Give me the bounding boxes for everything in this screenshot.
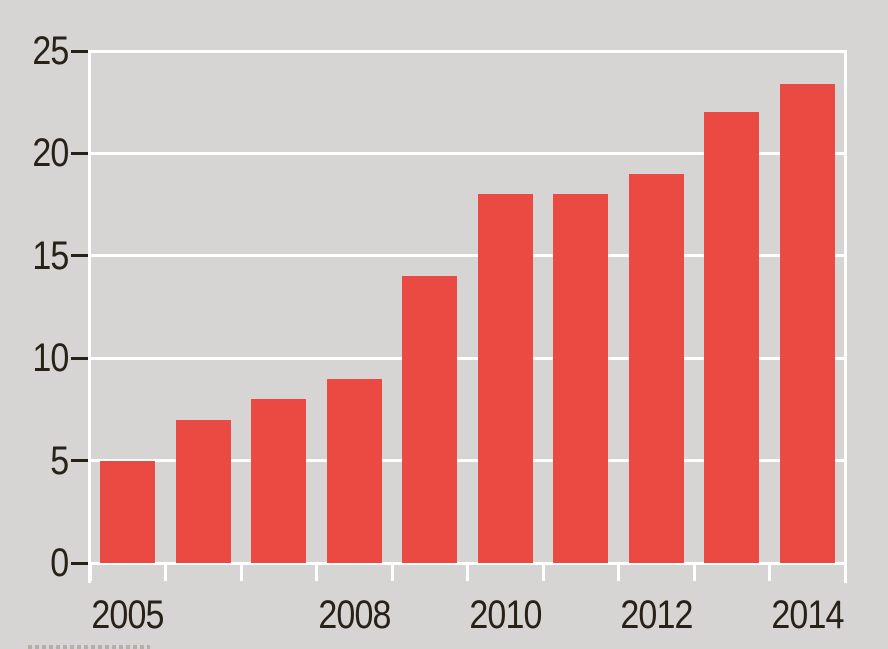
- gridline-y-20: [88, 151, 847, 155]
- x-axis-tick-10: [843, 564, 847, 581]
- y-axis-label-text: 10: [31, 336, 69, 381]
- x-axis-tick-2: [239, 564, 243, 581]
- bar-2007: [251, 399, 307, 563]
- y-axis-label-text: 20: [31, 131, 69, 176]
- bar-2006: [175, 419, 231, 563]
- y-axis-tick-20: [71, 151, 88, 155]
- bar-2008: [326, 378, 382, 563]
- y-axis-label-text: 15: [31, 233, 69, 278]
- bar-2011: [553, 194, 609, 563]
- y-axis-label-25: 25: [0, 29, 69, 73]
- y-axis-label-text: 5: [49, 438, 69, 483]
- x-axis-label-text: 2014: [771, 593, 844, 637]
- y-axis-label-15: 15: [0, 233, 69, 278]
- y-axis-tick-25: [71, 49, 88, 53]
- y-axis-label-5: 5: [0, 438, 69, 483]
- y-axis-label-text: 0: [49, 541, 69, 585]
- x-axis-tick-8: [692, 564, 696, 581]
- x-axis-label-text: 2005: [91, 593, 165, 637]
- x-axis-label-text: 2010: [469, 593, 542, 637]
- x-axis-label-2008: 2008: [284, 593, 424, 637]
- y-axis-label-10: 10: [0, 336, 69, 381]
- bar-2009: [402, 276, 458, 563]
- cropped-caption-artifact: [28, 645, 150, 649]
- plot-right-border: [843, 49, 847, 583]
- x-axis-label-text: 2012: [620, 593, 693, 637]
- x-axis-tick-6: [541, 564, 545, 581]
- x-axis-label-text: 2008: [318, 593, 391, 637]
- gridline-y-10: [88, 356, 847, 360]
- x-axis-tick-0: [88, 564, 92, 581]
- gridline-y-25: [88, 49, 847, 53]
- x-axis-tick-5: [466, 564, 469, 581]
- gridline-y-0: [88, 561, 847, 565]
- y-axis-label-0: 0: [0, 541, 69, 585]
- x-axis-tick-4: [390, 564, 394, 581]
- y-axis-label-text: 25: [31, 29, 69, 73]
- y-axis-line: [87, 49, 91, 583]
- y-axis-tick-10: [71, 356, 88, 360]
- gridline-y-5: [88, 459, 847, 463]
- y-axis-tick-15: [71, 254, 88, 258]
- x-axis-label-2012: 2012: [586, 593, 726, 637]
- x-axis-label-2005: 2005: [58, 593, 198, 637]
- bar-2014: [779, 83, 835, 563]
- y-axis-tick-0: [71, 561, 88, 565]
- bar-2010: [477, 194, 533, 563]
- x-axis-tick-3: [315, 564, 318, 581]
- y-axis-tick-5: [71, 459, 88, 463]
- bar-2005: [100, 460, 156, 563]
- x-axis-tick-9: [768, 564, 771, 581]
- x-axis-tick-7: [617, 564, 620, 581]
- bar-2012: [628, 173, 684, 563]
- x-axis-tick-1: [164, 564, 167, 581]
- gridline-y-15: [88, 254, 847, 258]
- x-axis-label-2010: 2010: [435, 593, 575, 637]
- y-axis-label-20: 20: [0, 131, 69, 176]
- bar-2013: [704, 112, 760, 563]
- x-axis-label-2014: 2014: [737, 593, 877, 637]
